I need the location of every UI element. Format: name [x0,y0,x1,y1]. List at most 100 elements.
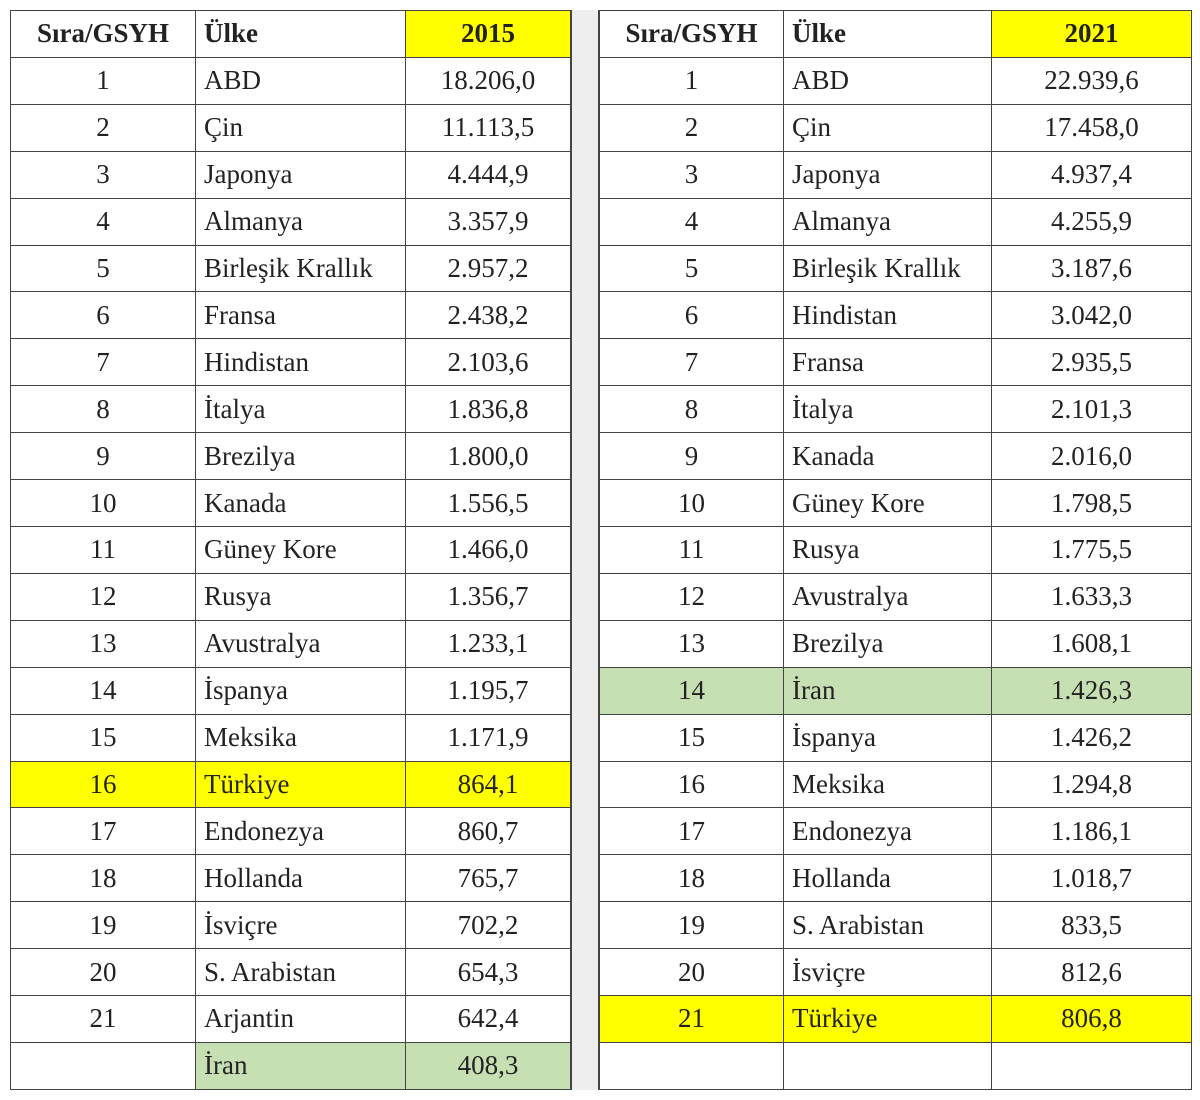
cell-country: Arjantin [195,995,406,1043]
cell-value: 1.426,3 [991,666,1192,715]
cell-country: İtalya [783,385,992,434]
cell-value: 2.957,2 [405,244,571,293]
cell-rank: 1 [599,56,784,105]
cell-rank: 3 [10,150,196,199]
table-row: 19 İsviçre 702,2 [10,901,571,950]
header-country: Ülke [783,10,992,58]
cell-country: Çin [783,103,992,152]
cell-country: S. Arabistan [195,948,406,997]
cell-rank: 21 [10,995,196,1043]
cell-value: 702,2 [405,901,571,950]
cell-rank: 5 [599,244,784,293]
cell-country: Güney Kore [195,525,406,574]
cell-value: 4.444,9 [405,150,571,199]
header-country: Ülke [195,10,406,58]
table-row: 21 Arjantin 642,4 [10,995,571,1043]
table-row: 11 Rusya 1.775,5 [599,525,1192,574]
table-row: 12 Avustralya 1.633,3 [599,572,1192,621]
gdp-table-2021: Sıra/GSYH Ülke 2021 1 ABD 22.939,6 2 Çin 17.458,… [599,10,1192,1091]
cell-value: 2.103,6 [405,338,571,387]
cell-value: 1.556,5 [405,479,571,527]
cell-country: Türkiye [783,995,992,1043]
cell-value: 3.357,9 [405,197,571,246]
cell-country: S. Arabistan [783,901,992,950]
cell-value: 1.356,7 [405,572,571,621]
table-row: 17 Endonezya 1.186,1 [599,807,1192,856]
cell-rank [599,1041,784,1091]
cell-value: 1.171,9 [405,713,571,762]
cell-country: Fransa [195,291,406,340]
cell-value: 1.466,0 [405,525,571,574]
table-row: 1 ABD 18.206,0 [10,56,571,105]
table-row: 16 Türkiye 864,1 [10,760,571,809]
cell-country: Meksika [195,713,406,762]
table-row: 5 Birleşik Krallık 3.187,6 [599,244,1192,293]
cell-country: İsviçre [195,901,406,950]
cell-country: Türkiye [195,760,406,809]
table-row: 13 Avustralya 1.233,1 [10,619,571,668]
header-year: 2021 [991,10,1192,58]
cell-country: İspanya [195,666,406,715]
table-row: 20 İsviçre 812,6 [599,948,1192,997]
table-row: 12 Rusya 1.356,7 [10,572,571,621]
cell-rank: 10 [10,479,196,527]
cell-rank: 11 [10,525,196,574]
cell-rank [10,1041,196,1091]
cell-country: Japonya [783,150,992,199]
header-year: 2015 [405,10,571,58]
cell-rank: 16 [599,760,784,809]
cell-rank: 2 [10,103,196,152]
table-row: 15 Meksika 1.171,9 [10,713,571,762]
table-row: 20 S. Arabistan 654,3 [10,948,571,997]
table-row: 2 Çin 17.458,0 [599,103,1192,152]
cell-rank: 6 [10,291,196,340]
cell-value: 22.939,6 [991,56,1192,105]
table-row: 17 Endonezya 860,7 [10,807,571,856]
cell-rank: 15 [10,713,196,762]
cell-country: Almanya [195,197,406,246]
cell-country: Hindistan [783,291,992,340]
cell-value: 1.608,1 [991,619,1192,668]
cell-value: 2.438,2 [405,291,571,340]
cell-rank: 18 [599,854,784,903]
table-row: 14 İran 1.426,3 [599,666,1192,715]
cell-rank: 6 [599,291,784,340]
cell-value: 1.186,1 [991,807,1192,856]
cell-country: Çin [195,103,406,152]
table-row: 8 İtalya 2.101,3 [599,385,1192,434]
cell-rank: 17 [10,807,196,856]
cell-value: 1.798,5 [991,479,1192,527]
table-row: 18 Hollanda 765,7 [10,854,571,903]
header-rank: Sıra/GSYH [10,10,196,58]
cell-value: 812,6 [991,948,1192,997]
cell-value: 18.206,0 [405,56,571,105]
table-separator [571,10,599,1090]
cell-country: İran [195,1041,406,1091]
table-row: 3 Japonya 4.444,9 [10,150,571,199]
cell-rank: 13 [599,619,784,668]
cell-value: 833,5 [991,901,1192,950]
cell-country [783,1041,992,1091]
header-row: Sıra/GSYH Ülke 2015 [10,10,571,58]
cell-country: Kanada [195,479,406,527]
table-row: 6 Hindistan 3.042,0 [599,291,1192,340]
cell-country: Endonezya [195,807,406,856]
cell-country: Brezilya [783,619,992,668]
cell-rank: 5 [10,244,196,293]
cell-value: 2.016,0 [991,432,1192,481]
cell-value: 765,7 [405,854,571,903]
cell-country: Avustralya [783,572,992,621]
cell-value: 806,8 [991,995,1192,1043]
cell-country: İsviçre [783,948,992,997]
cell-country: Japonya [195,150,406,199]
cell-value: 11.113,5 [405,103,571,152]
header-row: Sıra/GSYH Ülke 2021 [599,10,1192,58]
cell-rank: 4 [599,197,784,246]
table-row: 19 S. Arabistan 833,5 [599,901,1192,950]
cell-rank: 21 [599,995,784,1043]
cell-rank: 16 [10,760,196,809]
cell-rank: 9 [10,432,196,481]
cell-country: Fransa [783,338,992,387]
cell-rank: 15 [599,713,784,762]
cell-value: 642,4 [405,995,571,1043]
